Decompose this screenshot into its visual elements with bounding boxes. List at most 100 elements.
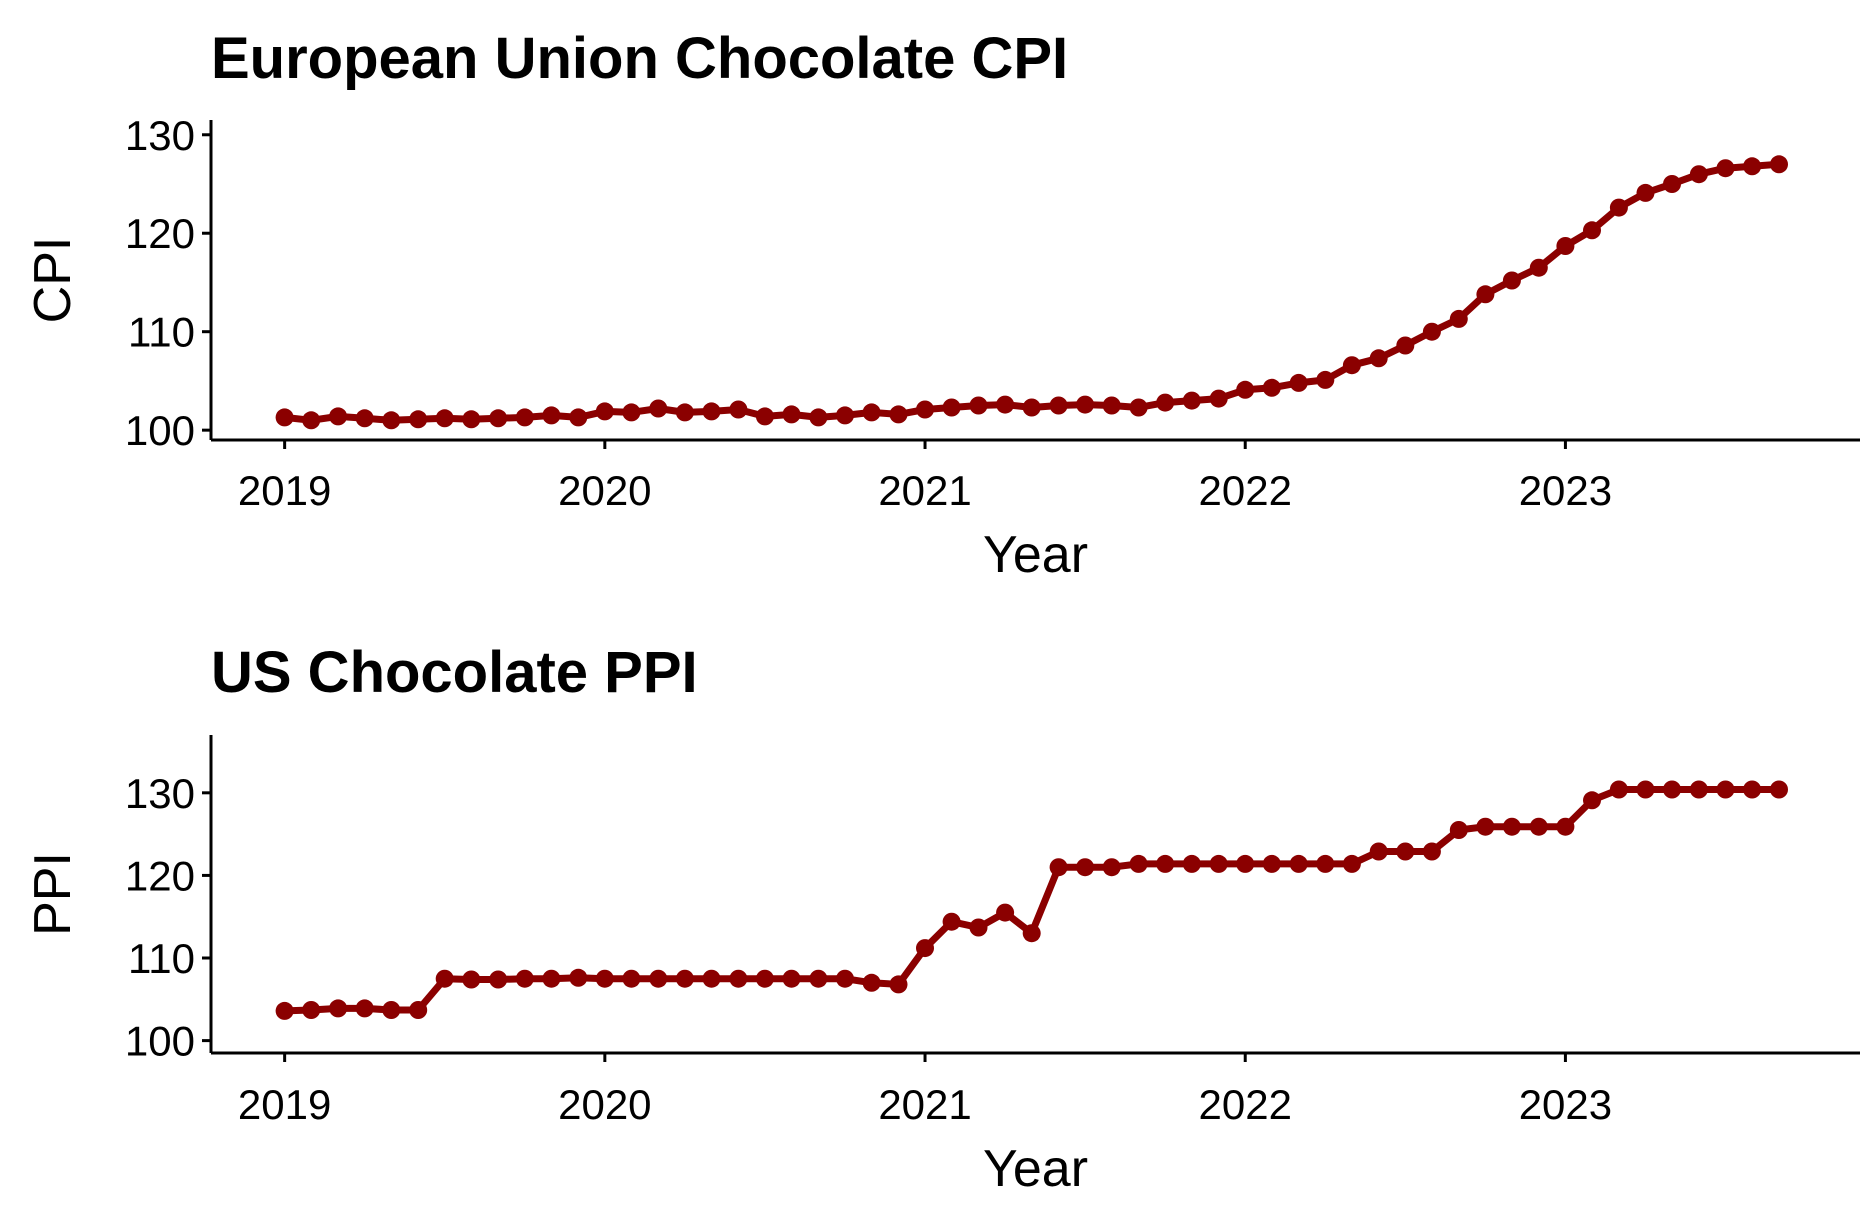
data-point (382, 411, 401, 430)
data-point (1316, 370, 1335, 389)
data-point (1663, 780, 1681, 799)
data-point (1049, 858, 1068, 877)
data-point (1289, 854, 1308, 873)
data-point (1609, 780, 1628, 799)
data-point (1609, 198, 1628, 217)
data-point (809, 969, 828, 988)
x-tick-label: 2021 (878, 467, 971, 514)
data-point (542, 406, 561, 425)
data-point (1583, 221, 1601, 240)
data-point (1663, 175, 1681, 193)
data-point (996, 395, 1015, 414)
data-point (1770, 780, 1788, 799)
data-point (435, 409, 454, 428)
data-point (275, 408, 294, 427)
data-point (755, 407, 774, 426)
data-point (275, 1001, 294, 1020)
data-point (622, 969, 641, 988)
y-axis-title: CPI (24, 237, 82, 324)
data-point (1129, 854, 1148, 873)
data-point (355, 409, 374, 428)
data-point (302, 1001, 321, 1019)
data-point (1529, 817, 1548, 836)
data-point (1396, 842, 1415, 861)
data-point (1636, 780, 1655, 799)
data-point (942, 398, 961, 417)
series-line (281, 786, 1783, 1015)
data-point (1262, 378, 1281, 397)
data-point (1689, 165, 1708, 184)
data-point (1022, 924, 1041, 943)
data-point (1369, 349, 1388, 368)
data-point (1502, 817, 1521, 836)
x-tick-label: 2022 (1199, 1081, 1292, 1128)
data-point (1342, 356, 1361, 375)
data-point (675, 403, 694, 422)
data-point (1422, 842, 1441, 861)
data-point (1102, 858, 1121, 877)
data-point (1209, 389, 1228, 408)
data-point (302, 411, 321, 430)
y-tick-label: 100 (125, 1018, 195, 1065)
data-point (569, 408, 588, 427)
data-point (1076, 858, 1095, 877)
data-point (329, 999, 348, 1018)
x-tick-label: 2023 (1519, 1081, 1612, 1128)
data-point (409, 410, 428, 429)
data-point (1209, 854, 1228, 873)
data-point (1236, 854, 1255, 873)
data-point (569, 968, 588, 987)
data-point (329, 407, 348, 426)
data-point (1583, 791, 1601, 810)
y-tick-label: 130 (125, 770, 195, 817)
data-point (515, 969, 534, 988)
data-point (782, 405, 801, 424)
data-point (1449, 821, 1468, 839)
data-point (1396, 336, 1415, 355)
series-line (281, 160, 1783, 424)
data-point (729, 969, 748, 988)
data-point (1716, 780, 1735, 799)
data-point (862, 403, 881, 422)
data-point (1502, 271, 1521, 290)
data-point (702, 969, 721, 988)
data-point (1049, 396, 1068, 415)
data-point (1449, 309, 1468, 328)
data-point (969, 396, 988, 415)
data-point (489, 409, 508, 428)
data-point (1182, 854, 1201, 873)
data-point (1156, 854, 1175, 873)
data-point (1262, 854, 1281, 873)
us-chocolate-ppi-panel: US Chocolate PPI 100 110 120 130 2019 2020 2021… (24, 640, 1860, 1198)
data-point (1636, 183, 1655, 202)
data-point (836, 406, 854, 425)
x-tick-label: 2023 (1519, 467, 1612, 514)
data-point (1716, 159, 1735, 178)
x-tick-label: 2019 (238, 1081, 331, 1128)
data-point (862, 973, 881, 992)
data-point (515, 408, 534, 427)
x-axis-title: Year (983, 1140, 1088, 1198)
data-point (1556, 237, 1575, 255)
data-point (1476, 285, 1495, 304)
data-point (702, 402, 721, 421)
data-point (489, 970, 508, 989)
y-tick-label: 110 (128, 309, 195, 356)
data-point (1129, 398, 1148, 417)
data-point (1022, 398, 1041, 417)
data-point (649, 399, 668, 418)
data-point (462, 410, 481, 429)
y-tick-label: 100 (125, 407, 195, 454)
data-point (1770, 155, 1788, 174)
data-point (542, 969, 561, 988)
data-point (836, 969, 854, 988)
data-point (355, 999, 374, 1018)
data-point (1422, 322, 1441, 341)
data-point (916, 400, 934, 419)
data-point (1369, 842, 1388, 861)
x-tick-label: 2021 (878, 1081, 971, 1128)
y-tick-label: 110 (128, 935, 195, 982)
data-point (1529, 258, 1548, 277)
eu-chocolate-cpi-panel: European Union Chocolate CPI 100 110 120 130… (24, 26, 1860, 584)
